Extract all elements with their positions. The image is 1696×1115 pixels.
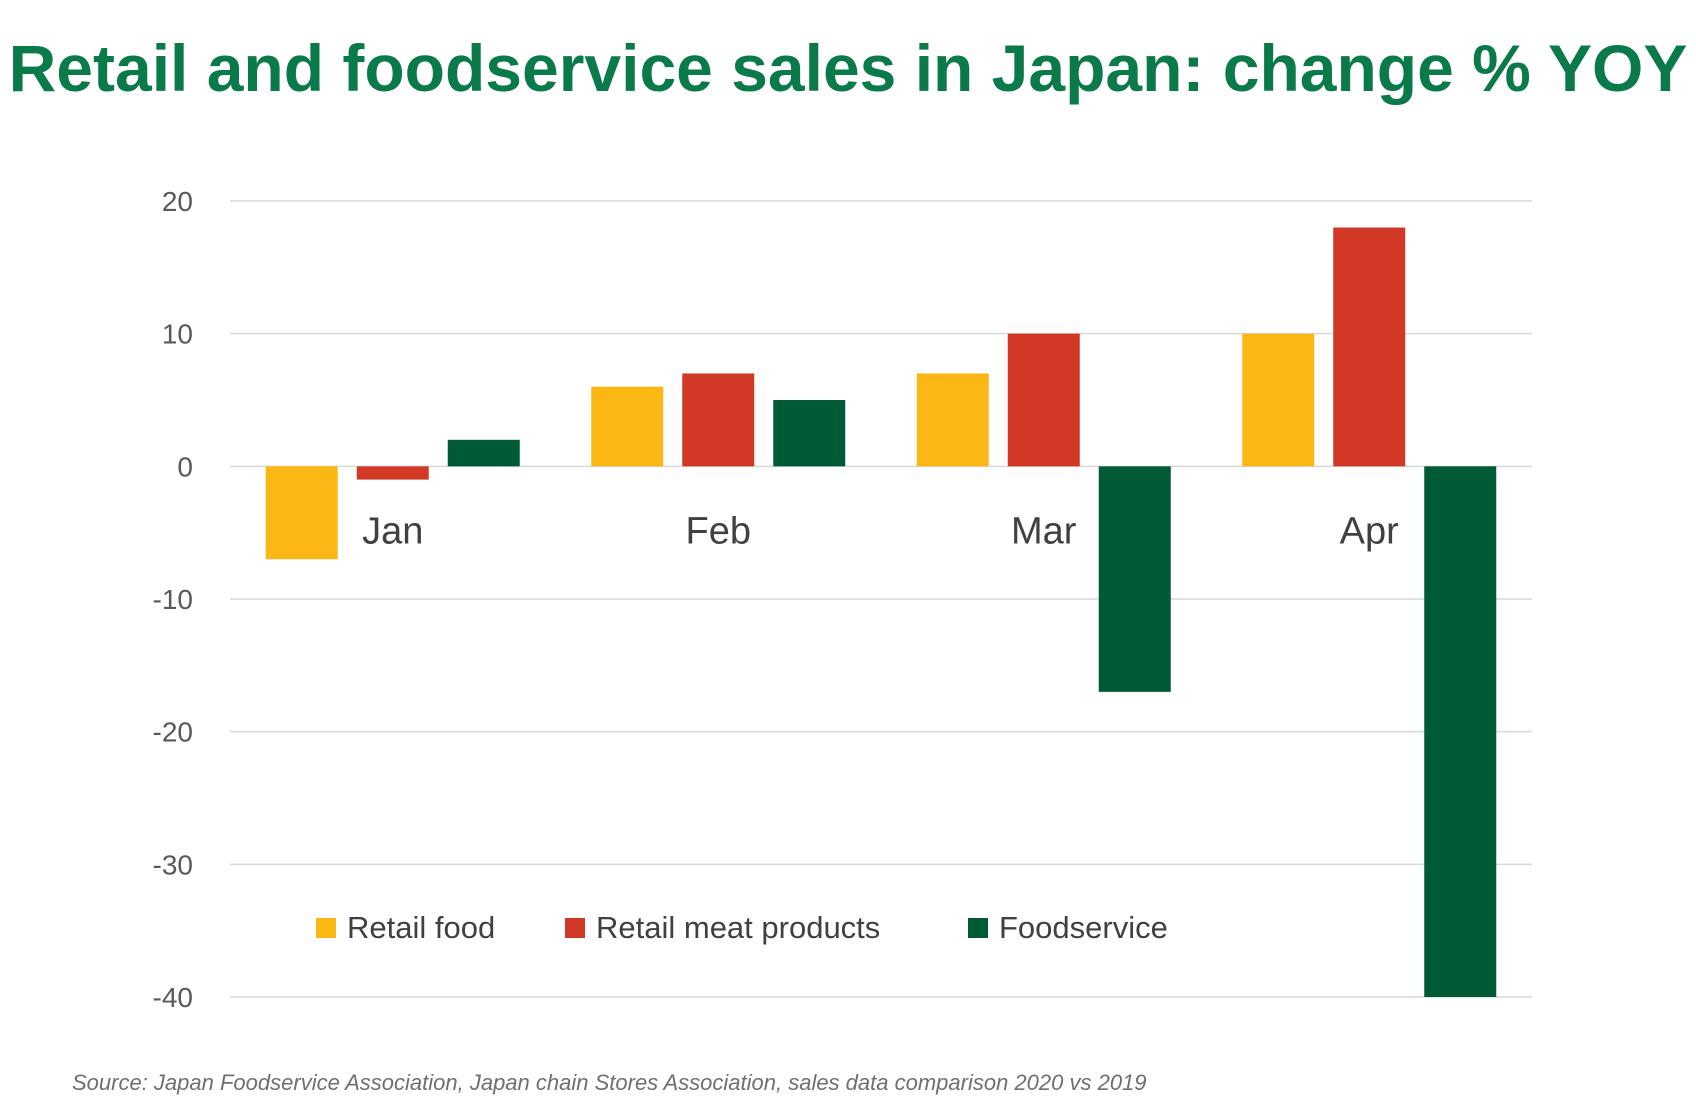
bar-retail-meat-products-feb xyxy=(682,373,755,467)
bar-retail-meat-products-mar xyxy=(1007,333,1080,467)
legend: Retail food Retail meat products Foodservi… xyxy=(316,910,1168,945)
y-tick-label: 10 xyxy=(162,319,193,350)
y-axis-tick-labels: 20 10 0 -10 -20 -30 -40 xyxy=(153,186,193,1013)
bar-retail-food-apr xyxy=(1242,333,1315,467)
bar-foodservice-apr xyxy=(1424,466,1497,997)
y-tick-label: -30 xyxy=(153,849,193,880)
y-tick-label: 20 xyxy=(162,186,193,217)
bar-retail-food-feb xyxy=(591,386,664,467)
bar-retail-food-jan xyxy=(265,466,338,560)
legend-label: Retail food xyxy=(347,910,495,945)
chart-title: Retail and foodservice sales in Japan: c… xyxy=(8,31,1688,105)
bar-foodservice-jan xyxy=(447,439,520,467)
gridlines xyxy=(230,200,1532,998)
x-category-label: Feb xyxy=(686,510,751,552)
x-axis-category-labels: Jan Feb Mar Apr xyxy=(362,510,1399,552)
bar-foodservice-mar xyxy=(1098,466,1171,692)
source-note: Source: Japan Foodservice Association, J… xyxy=(72,1070,1147,1095)
bar-retail-food-mar xyxy=(916,373,989,467)
legend-swatch xyxy=(968,918,988,938)
y-tick-label: 0 xyxy=(177,451,193,482)
y-tick-label: -20 xyxy=(153,717,193,748)
x-category-label: Mar xyxy=(1011,510,1077,552)
bar-retail-meat-products-apr xyxy=(1333,227,1406,467)
bars xyxy=(265,227,1497,997)
bar-retail-meat-products-jan xyxy=(356,466,429,480)
y-tick-label: -10 xyxy=(153,584,193,615)
legend-label: Foodservice xyxy=(999,910,1168,945)
legend-swatch xyxy=(565,918,585,938)
bar-foodservice-feb xyxy=(773,400,846,467)
x-category-label: Apr xyxy=(1340,510,1399,552)
legend-label: Retail meat products xyxy=(596,910,880,945)
x-category-label: Jan xyxy=(362,510,423,552)
y-tick-label: -40 xyxy=(153,982,193,1013)
legend-swatch xyxy=(316,918,336,938)
